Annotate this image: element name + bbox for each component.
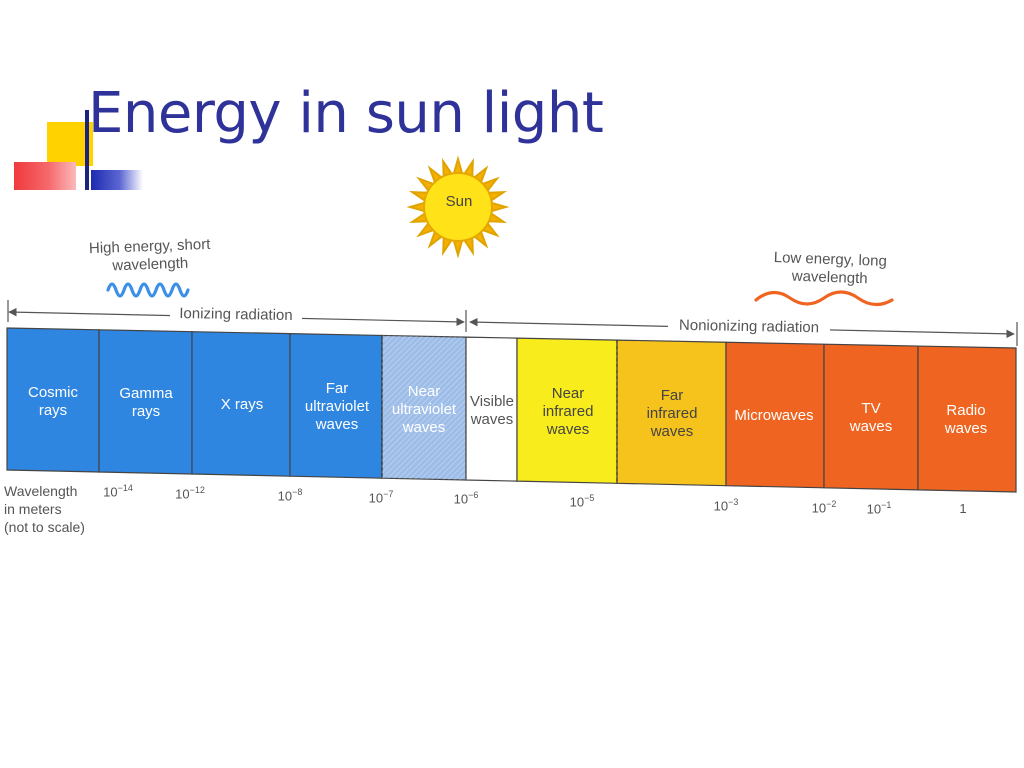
short-wave-icon xyxy=(106,282,190,298)
wavelength-tick-label: 10−3 xyxy=(714,497,739,513)
band-label-line1: Far xyxy=(660,387,684,404)
band-label-line1: Far xyxy=(325,380,349,397)
slide-title: Energy in sun light xyxy=(88,81,604,146)
wavelength-label-line3: (not to scale) xyxy=(4,519,85,535)
wavelength-tick-label: 10−7 xyxy=(369,489,394,505)
band-label-line1: Gamma xyxy=(119,385,173,402)
tick-base: 10 xyxy=(368,490,384,506)
wavelength-label-line1: Wavelength xyxy=(4,483,78,499)
tick-exponent: −14 xyxy=(117,483,133,493)
band-label-line2: ultraviolet xyxy=(391,401,457,418)
band-label-line1: Near xyxy=(551,385,585,402)
wavelength-tick-label: 10−6 xyxy=(454,490,479,506)
nonionizing-radiation-label: Nonionizing radiation xyxy=(678,316,820,337)
tick-exponent: −1 xyxy=(881,500,892,510)
band-label-line1: TV xyxy=(861,400,881,417)
band-label-microwaves: Microwaves xyxy=(734,407,813,425)
band-label-line3: waves xyxy=(546,421,590,438)
band-label-line1: X rays xyxy=(220,396,264,413)
band-label-line3: waves xyxy=(402,419,446,436)
sun-label: Sun xyxy=(445,193,473,210)
band-label-cosmic-rays: Cosmic rays xyxy=(28,384,78,420)
band-label-visible: Visible waves xyxy=(470,393,514,429)
tick-exponent: −3 xyxy=(728,497,739,507)
band-label-line3: waves xyxy=(650,423,694,440)
tick-exponent: −2 xyxy=(826,499,837,509)
band-label-line2: rays xyxy=(131,403,161,420)
tick-base: 10 xyxy=(175,486,190,502)
band-label-line2: infrared xyxy=(646,405,698,422)
low-energy-label: Low energy, long wavelength xyxy=(749,248,910,290)
tick-base: 10 xyxy=(103,484,118,500)
tick-base: 10 xyxy=(453,491,469,507)
band-label-line1: Radio xyxy=(946,402,986,419)
wavelength-axis-label: Wavelength in meters (not to scale) xyxy=(4,482,85,536)
band-label-near-ultraviolet: Near ultraviolet waves xyxy=(392,383,456,437)
band-label-line2: waves xyxy=(470,411,514,428)
long-wave-icon xyxy=(754,290,894,307)
band-label-line2: waves xyxy=(944,420,988,437)
band-label-line1: Cosmic xyxy=(27,384,79,401)
band-label-line2: ultraviolet xyxy=(304,398,370,415)
band-label-line1: Near xyxy=(407,383,441,400)
band-radio-waves xyxy=(917,345,1017,493)
band-label-tv-waves: TV waves xyxy=(850,400,893,436)
band-label-line1: Visible xyxy=(470,393,514,410)
wavelength-tick-label: 10−5 xyxy=(570,493,595,509)
wavelength-tick-label: 10−2 xyxy=(812,499,837,515)
band-label-radio-waves: Radio waves xyxy=(945,402,988,438)
title-ornament-vertical-line xyxy=(85,110,89,190)
band-label-far-ultraviolet: Far ultraviolet waves xyxy=(305,380,369,434)
band-label-gamma-rays: Gamma rays xyxy=(119,385,172,421)
tick-base: 10 xyxy=(277,488,293,504)
wavelength-tick-label: 10−8 xyxy=(278,487,303,503)
tick-exponent: −12 xyxy=(189,485,205,495)
band-label-line2: waves xyxy=(849,418,893,435)
tick-exponent: −7 xyxy=(383,489,394,499)
tick-base: 10 xyxy=(811,500,827,516)
wavelength-tick-label: 10−1 xyxy=(867,500,892,516)
tick-base: 10 xyxy=(713,498,729,514)
wavelength-tick-label: 10−12 xyxy=(175,485,205,501)
band-label-line2: infrared xyxy=(542,403,594,420)
band-label-line1: Microwaves xyxy=(734,407,814,424)
band-label-line2: rays xyxy=(38,402,68,419)
high-energy-label: High energy, short wavelength xyxy=(69,235,230,277)
band-label-line3: waves xyxy=(315,416,359,433)
wavelength-label-line2: in meters xyxy=(4,501,62,517)
tick-base: 10 xyxy=(569,494,585,510)
ionizing-radiation-label: Ionizing radiation xyxy=(179,305,293,324)
tick-exponent: −5 xyxy=(584,493,595,503)
band-label-near-infrared: Near infrared waves xyxy=(543,385,594,439)
tick-exponent: −8 xyxy=(292,487,303,497)
sun-icon xyxy=(406,155,510,259)
wavelength-tick-label: 1 xyxy=(959,501,966,516)
tick-base: 1 xyxy=(959,501,967,516)
tick-base: 10 xyxy=(866,501,882,517)
tick-exponent: −6 xyxy=(468,490,479,500)
title-ornament-red-bar xyxy=(14,162,76,190)
band-label-x-rays: X rays xyxy=(221,396,264,414)
wavelength-tick-label: 10−14 xyxy=(103,483,133,499)
band-label-far-infrared: Far infrared waves xyxy=(647,387,698,441)
title-ornament-blue-bar xyxy=(91,170,143,190)
